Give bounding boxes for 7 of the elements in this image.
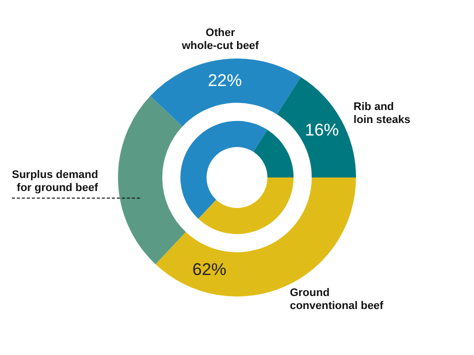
data-label: 22%	[208, 71, 242, 90]
text: 62%	[192, 260, 226, 280]
slice-label: Other whole-cut beef	[180, 27, 260, 52]
data-label: 16%	[304, 120, 339, 140]
slice-label: Surplus demand for ground beef	[12, 169, 98, 194]
slice-label: Rib and loin steaks	[354, 100, 410, 126]
slice-label: Ground conventional beef	[290, 287, 384, 312]
